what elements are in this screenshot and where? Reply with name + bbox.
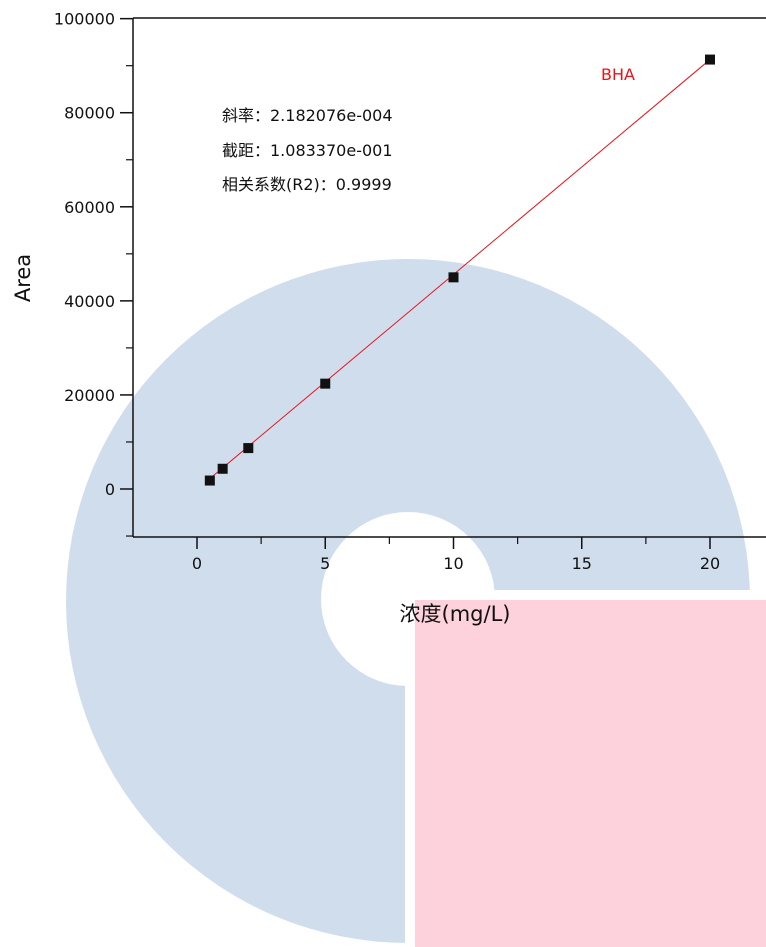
series-layer bbox=[204, 54, 715, 486]
y-tick-label: 0 bbox=[105, 480, 115, 499]
data-point bbox=[243, 443, 254, 454]
watermark-gap-vertical bbox=[405, 590, 415, 947]
y-axis-title: Area bbox=[11, 254, 35, 302]
x-axis-title: 浓度(mg/L) bbox=[400, 602, 511, 626]
watermark-graphic bbox=[66, 259, 766, 947]
y-tick-label: 80000 bbox=[64, 104, 115, 123]
y-tick-label: 60000 bbox=[64, 198, 115, 217]
data-point bbox=[204, 475, 215, 486]
x-tick-label: 5 bbox=[320, 554, 330, 573]
watermark-gap-horizontal bbox=[405, 590, 766, 600]
watermark-block bbox=[415, 600, 766, 947]
x-tick-label: 20 bbox=[700, 554, 720, 573]
annotation-intercept: 截距：1.083370e-001 bbox=[222, 141, 393, 160]
data-point bbox=[448, 272, 459, 283]
annotation-r2: 相关系数(R2)：0.9999 bbox=[222, 175, 392, 194]
y-tick-label: 20000 bbox=[64, 386, 115, 405]
x-tick-labels: 0 5 10 15 20 bbox=[192, 554, 720, 573]
x-tick-label: 15 bbox=[572, 554, 592, 573]
x-ticks bbox=[196, 537, 711, 549]
annotation-slope: 斜率：2.182076e-004 bbox=[222, 106, 393, 125]
data-point bbox=[320, 378, 331, 389]
fit-line bbox=[209, 59, 711, 480]
data-points bbox=[204, 54, 715, 486]
x-tick-label: 0 bbox=[192, 554, 202, 573]
x-tick-label: 10 bbox=[443, 554, 463, 573]
y-tick-labels: 0 20000 40000 60000 80000 100000 bbox=[54, 10, 115, 499]
data-point bbox=[705, 54, 715, 65]
data-point bbox=[217, 463, 228, 474]
y-tick-label: 40000 bbox=[64, 292, 115, 311]
axes: 0 20000 40000 60000 80000 100000 0 5 10 15 20 bbox=[54, 10, 766, 573]
y-ticks bbox=[120, 17, 133, 537]
y-tick-label: 100000 bbox=[54, 10, 115, 29]
series-label-bha: BHA bbox=[601, 65, 635, 84]
